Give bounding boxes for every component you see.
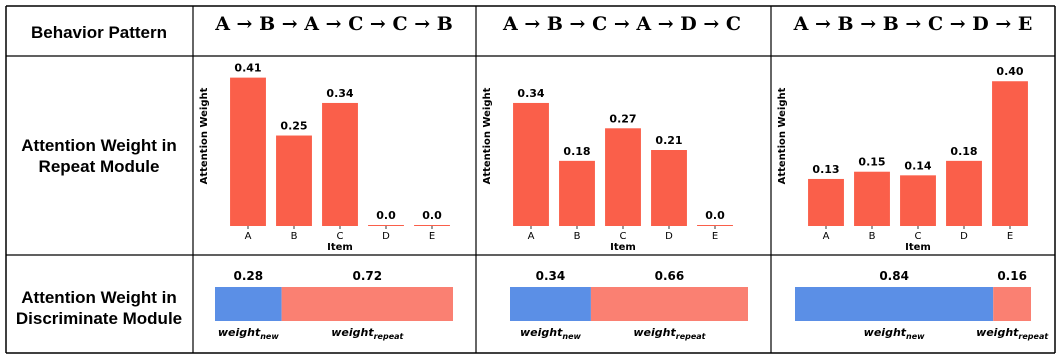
bar-B (854, 171, 890, 226)
bar-B (559, 160, 595, 226)
weight-repeat-label-base: weight (331, 326, 374, 339)
weight-new-segment (510, 287, 591, 321)
x-tick-label: E (712, 231, 718, 242)
x-tick-label: E (1007, 231, 1013, 242)
bar-A (808, 178, 844, 226)
data-label: 0.0 (422, 209, 442, 222)
bar-C (322, 102, 358, 226)
x-tick-label: A (823, 231, 830, 242)
repeat-label-line2: Repeat Module (38, 157, 160, 176)
data-label: 0.0 (705, 209, 725, 222)
weight-new-label: weightnew (218, 326, 279, 341)
repeat-bar-chart-3: Attention Weight 0.13 A 0.15 B 0.14 C 0.18 D 0.40… (777, 65, 1028, 252)
x-tick-label: E (429, 231, 435, 242)
weight-repeat-label-subscript: repeat (374, 332, 405, 341)
weight-new-value: 0.84 (879, 269, 909, 283)
x-tick-label: B (291, 231, 298, 242)
bar-E (697, 225, 733, 226)
weight-repeat-value: 0.66 (655, 269, 685, 283)
weight-repeat-label-subscript: repeat (676, 332, 707, 341)
bar-D (368, 225, 404, 226)
weight-new-segment (215, 287, 282, 321)
weight-repeat-label: weightrepeat (331, 326, 404, 341)
bar-B (276, 135, 312, 226)
y-axis-label: Attention Weight (482, 87, 493, 184)
data-label: 0.41 (234, 62, 261, 75)
bar-D (946, 160, 982, 226)
header-row-label: Behavior Pattern (30, 23, 168, 42)
data-label: 0.18 (950, 145, 977, 158)
data-label: 0.25 (280, 120, 307, 133)
weight-repeat-value: 0.72 (353, 269, 383, 283)
bar-A (230, 77, 266, 226)
weight-new-value: 0.34 (536, 269, 566, 283)
weight-repeat-label-subscript: repeat (1018, 332, 1049, 341)
bar-C (900, 175, 936, 226)
behavior-pattern-3: A → B → B → C → D → E (793, 13, 1033, 35)
data-label: 0.0 (376, 209, 396, 222)
weight-repeat-label-base: weight (976, 326, 1019, 339)
weight-repeat-segment (590, 287, 748, 321)
data-label: 0.15 (858, 156, 885, 169)
weight-new-label-base: weight (520, 326, 563, 339)
y-axis-label: Attention Weight (199, 87, 210, 184)
bar-E (992, 81, 1028, 226)
discriminate-label-line1: Attention Weight in (21, 288, 177, 307)
x-tick-label: A (245, 231, 252, 242)
weight-repeat-segment (281, 287, 453, 321)
x-axis-label: Item (905, 242, 931, 252)
x-axis-label: Item (327, 242, 353, 252)
data-label: 0.18 (563, 145, 590, 158)
weight-repeat-label: weightrepeat (976, 326, 1049, 341)
bar-A (513, 102, 549, 226)
bar-C (605, 128, 641, 226)
x-tick-label: C (620, 231, 627, 242)
y-axis-label: Attention Weight (777, 87, 788, 184)
data-label: 0.40 (996, 65, 1023, 78)
bar-D (651, 150, 687, 226)
weight-new-value: 0.28 (234, 269, 264, 283)
x-tick-label: C (915, 231, 922, 242)
x-tick-label: D (382, 231, 390, 242)
data-label: 0.13 (812, 163, 839, 176)
x-tick-label: D (665, 231, 673, 242)
data-label: 0.34 (326, 87, 353, 100)
weight-new-label: weightnew (520, 326, 581, 341)
data-label: 0.27 (609, 112, 636, 125)
weight-new-label: weightnew (864, 326, 925, 341)
weight-new-label-base: weight (218, 326, 261, 339)
bar-E (414, 225, 450, 226)
weight-new-label-subscript: new (906, 332, 925, 341)
data-label: 0.21 (655, 134, 682, 147)
repeat-bar-chart-2: Attention Weight 0.34 A 0.18 B 0.27 C 0.21 D 0.0 E… (482, 87, 733, 252)
x-tick-label: B (574, 231, 581, 242)
x-tick-label: B (869, 231, 876, 242)
discriminate-label-line2: Discriminate Module (15, 309, 183, 328)
behavior-pattern-1: A → B → A → C → C → B (215, 13, 453, 35)
weight-new-label-subscript: new (562, 332, 581, 341)
data-label: 0.34 (517, 87, 544, 100)
data-label: 0.14 (904, 159, 931, 172)
discriminate-module-label: Attention Weight in Discriminate Module (6, 287, 192, 329)
weight-repeat-label: weightrepeat (633, 326, 706, 341)
weight-new-label-subscript: new (260, 332, 279, 341)
weight-repeat-value: 0.16 (997, 269, 1027, 283)
x-tick-label: A (528, 231, 535, 242)
repeat-module-label: Attention Weight in Repeat Module (8, 135, 190, 177)
x-tick-label: D (960, 231, 968, 242)
repeat-bar-chart-1: Attention Weight 0.41 A 0.25 B 0.34 C 0.0 D 0.0 E I… (199, 62, 450, 252)
x-tick-label: C (337, 231, 344, 242)
x-axis-label: Item (610, 242, 636, 252)
repeat-label-line1: Attention Weight in (21, 136, 177, 155)
weight-new-segment (795, 287, 994, 321)
weight-repeat-label-base: weight (633, 326, 676, 339)
weight-new-label-base: weight (864, 326, 907, 339)
weight-repeat-segment (993, 287, 1031, 321)
behavior-pattern-2: A → B → C → A → D → C (502, 13, 741, 35)
